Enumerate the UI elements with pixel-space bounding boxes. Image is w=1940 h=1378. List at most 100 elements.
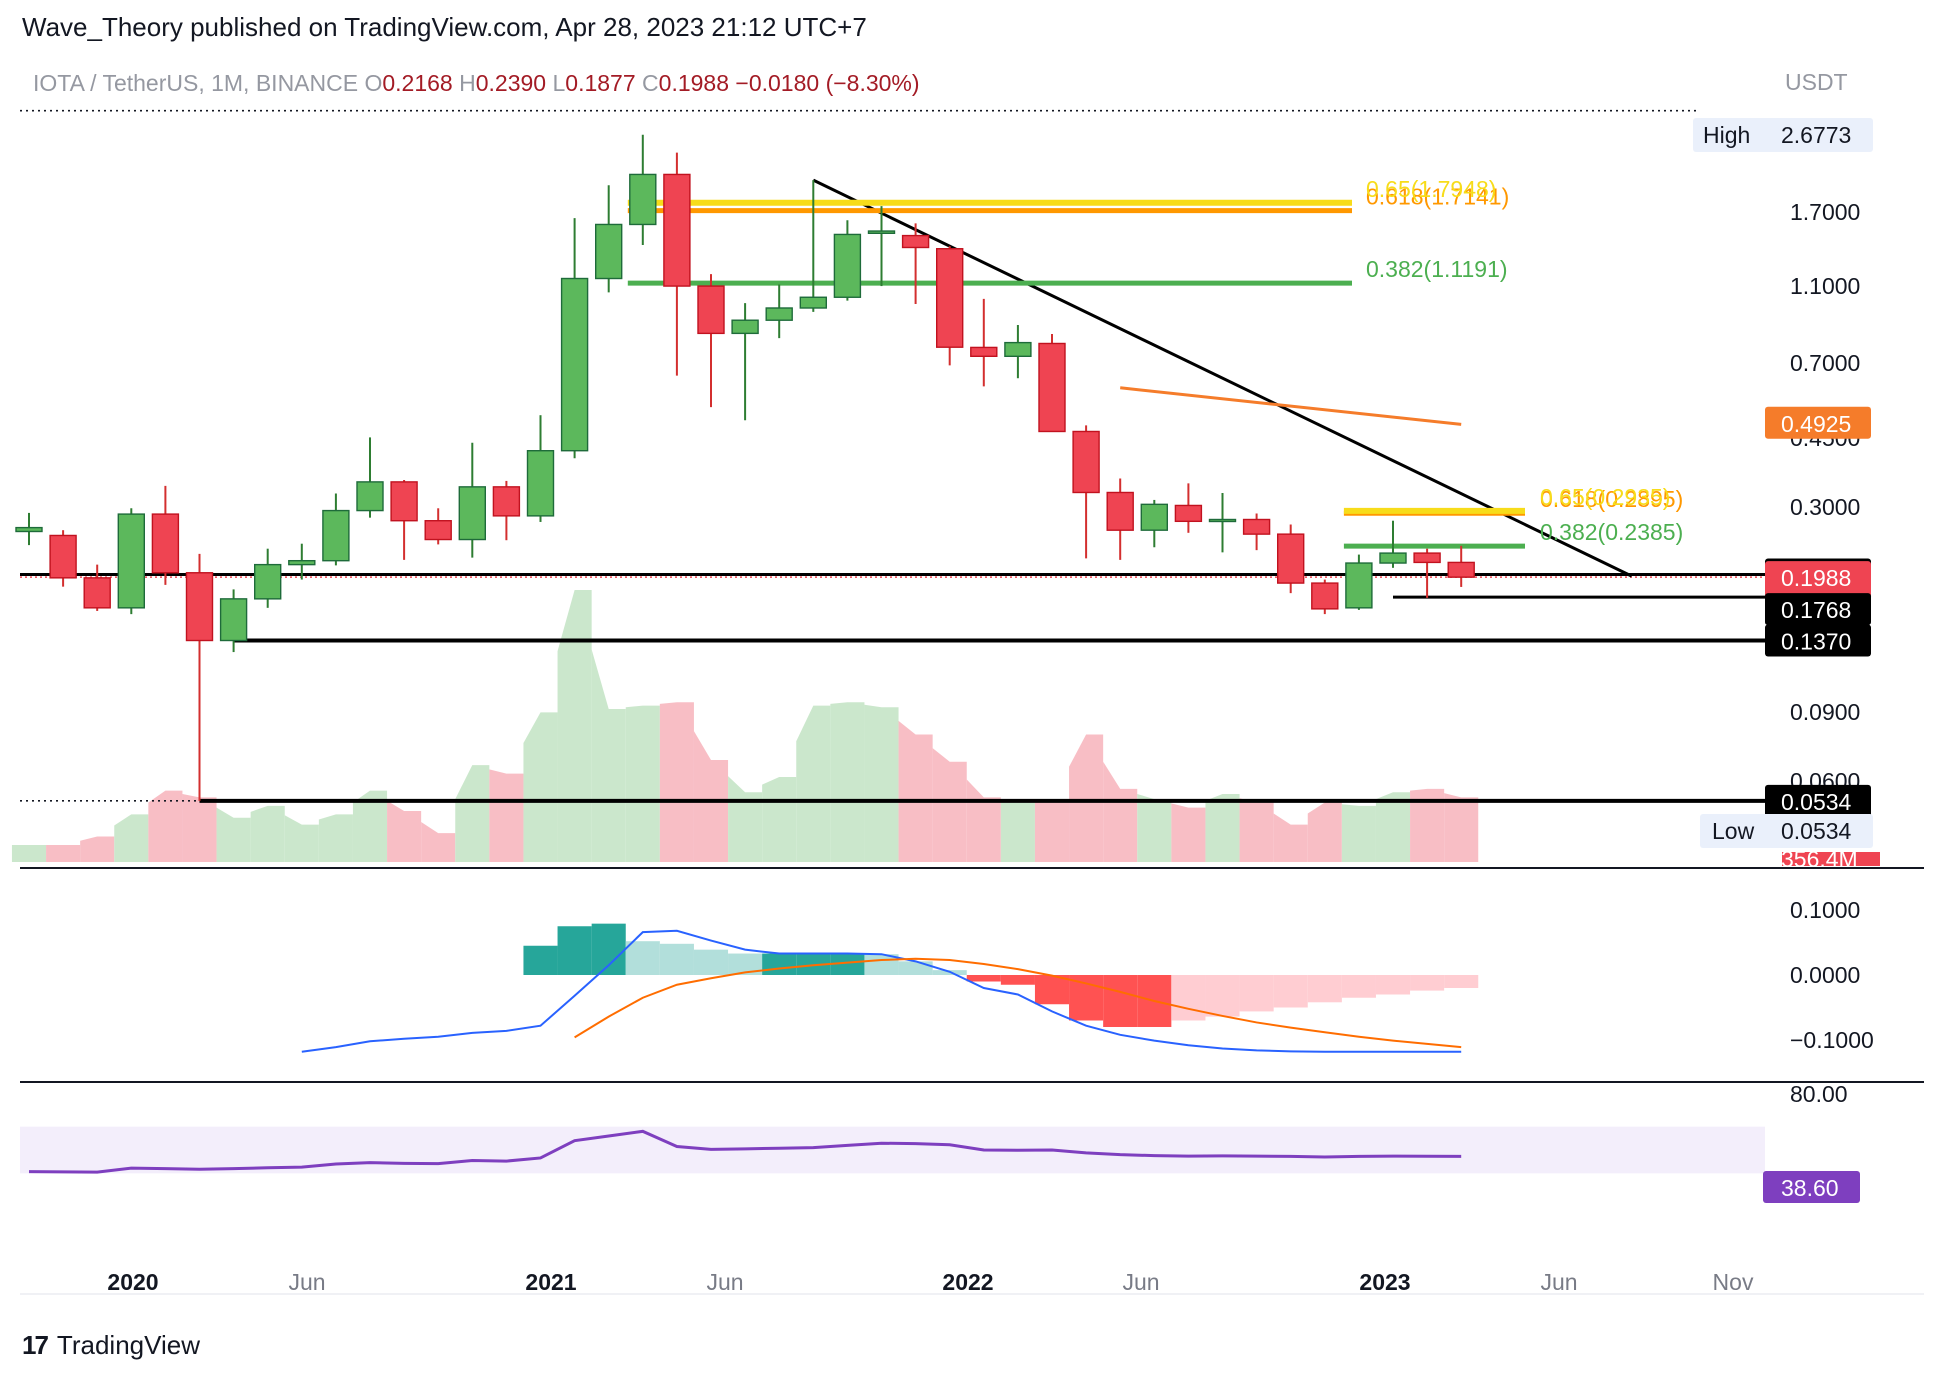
macd-line (301, 929, 1462, 1053)
fib-level-label: 0.65(1.7948) (1366, 176, 1496, 202)
price-axis-tick: 1.1000 (1790, 273, 1860, 299)
volume-bar (284, 815, 319, 862)
candle-up (253, 563, 282, 600)
candle-down (901, 234, 930, 249)
candle-down (1447, 561, 1475, 578)
high-value: 0.2390 (475, 70, 547, 96)
macd-histogram-bar (1273, 975, 1308, 1008)
time-axis-tick: Nov (1713, 1269, 1754, 1295)
macd-histogram-bar (659, 943, 694, 975)
candle-up (1379, 552, 1407, 564)
fib-level-label: 0.382(1.1191) (1366, 256, 1508, 282)
low-tag-label: Low (1712, 818, 1755, 844)
volume-bar (1239, 798, 1274, 862)
volume-bar (1205, 794, 1240, 862)
price-00534-text: 0.0534 (1781, 789, 1852, 815)
volume-bar (250, 805, 285, 862)
candle-up (1004, 341, 1032, 358)
macd-axis-tick: −0.1000 (1790, 1027, 1874, 1053)
time-axis-tick: Jun (706, 1269, 743, 1295)
low-value: 0.1877 (565, 70, 636, 96)
volume-bar (523, 712, 558, 862)
volume-bar (1444, 793, 1479, 862)
volume-bar (46, 845, 81, 862)
high-tag-value: 2.6773 (1781, 122, 1851, 148)
signal-line (574, 957, 1462, 1049)
candle-down (1276, 533, 1305, 584)
time-axis-tick: Jun (288, 1269, 325, 1295)
candle-down (663, 173, 691, 287)
macd-histogram-bar (1034, 975, 1070, 1005)
candle-up (219, 598, 248, 642)
currency-label: USDT (1785, 69, 1848, 95)
candle-down (1072, 430, 1100, 494)
price-01768-badge (1765, 593, 1871, 626)
price-01370-text: 0.1370 (1781, 629, 1851, 655)
time-axis-tick: Jun (1122, 1269, 1159, 1295)
publisher-header: Wave_Theory published on TradingView.com… (22, 12, 867, 43)
macd-layer: 0.1000 0.0000 −0.1000 (301, 897, 1874, 1053)
candle-up (867, 230, 896, 234)
macd-histogram-bar (1239, 975, 1274, 1012)
volume-bar (80, 836, 115, 862)
candle-down (49, 534, 77, 579)
macd-histogram-bar (625, 941, 660, 975)
macd-histogram-bar (1410, 975, 1445, 991)
volume-bar (148, 790, 183, 862)
candle-up (833, 233, 862, 298)
low-tag-value: 0.0534 (1781, 818, 1852, 844)
symbol-name[interactable]: IOTA / TetherUS, 1M, BINANCE (33, 70, 359, 96)
volume-bar (489, 769, 524, 862)
volume-bar (659, 702, 694, 862)
fib-level-label: 0.618(0.2895) (1540, 486, 1683, 512)
candle-up (15, 526, 43, 533)
macd-histogram-bar (1069, 975, 1104, 1021)
time-axis-layer: 2020 Jun 2021 Jun 2022 Jun 2023 Jun Nov (107, 1269, 1754, 1295)
level-lines-layer: 0.618(1.7141)0.65(1.7948) 0.382(1.1191) 0.… (20, 109, 1790, 803)
volume-bar (1341, 804, 1376, 862)
low-tag-badge (1700, 814, 1873, 848)
macd-histogram-bar (1444, 975, 1479, 988)
volume-bar (693, 731, 729, 862)
volume-bar (762, 777, 797, 862)
publisher-text: Wave_Theory published on TradingView.com… (22, 12, 867, 42)
volume-bar (830, 702, 865, 862)
rsi-value-text: 38.60 (1781, 1175, 1839, 1201)
volume-bar (557, 590, 592, 862)
ema-price-badge (1765, 406, 1871, 439)
price-00534-badge (1765, 784, 1871, 817)
macd-histogram-bar (523, 945, 558, 975)
candle-up (322, 509, 350, 562)
volume-bar (1171, 803, 1206, 862)
candle-down (1413, 552, 1441, 564)
volume-bar (1034, 799, 1070, 862)
volume-bar (1069, 734, 1104, 862)
close-value: 0.1988 (658, 70, 730, 96)
macd-histogram-bar (1307, 975, 1342, 1003)
candle-down (185, 572, 214, 642)
volume-bar (591, 649, 626, 862)
volume-bar (182, 794, 217, 862)
volume-bar (216, 807, 251, 862)
candle-down (424, 520, 452, 541)
open-label: O (364, 70, 383, 96)
rsi-value-badge (1763, 1171, 1860, 1203)
volume-bar (455, 765, 490, 862)
fib-level-label: 0.382(0.2385) (1540, 519, 1683, 545)
macd-histogram-bar (1341, 975, 1376, 998)
volume-bar (864, 704, 899, 862)
time-axis-tick: 2020 (107, 1269, 158, 1295)
footer-brand[interactable]: 17 TradingView (22, 1330, 200, 1361)
volume-bar (387, 800, 422, 862)
candle-up (1208, 518, 1237, 523)
candle-up (765, 307, 793, 321)
candle-up (731, 319, 759, 335)
volume-bar (352, 790, 388, 862)
time-axis-tick: 2022 (942, 1269, 993, 1295)
candle-up (1345, 562, 1373, 609)
candle-up (595, 223, 623, 280)
candle-down (390, 481, 418, 522)
rsi-line (28, 1129, 1462, 1174)
macd-histogram-bar (591, 923, 626, 975)
